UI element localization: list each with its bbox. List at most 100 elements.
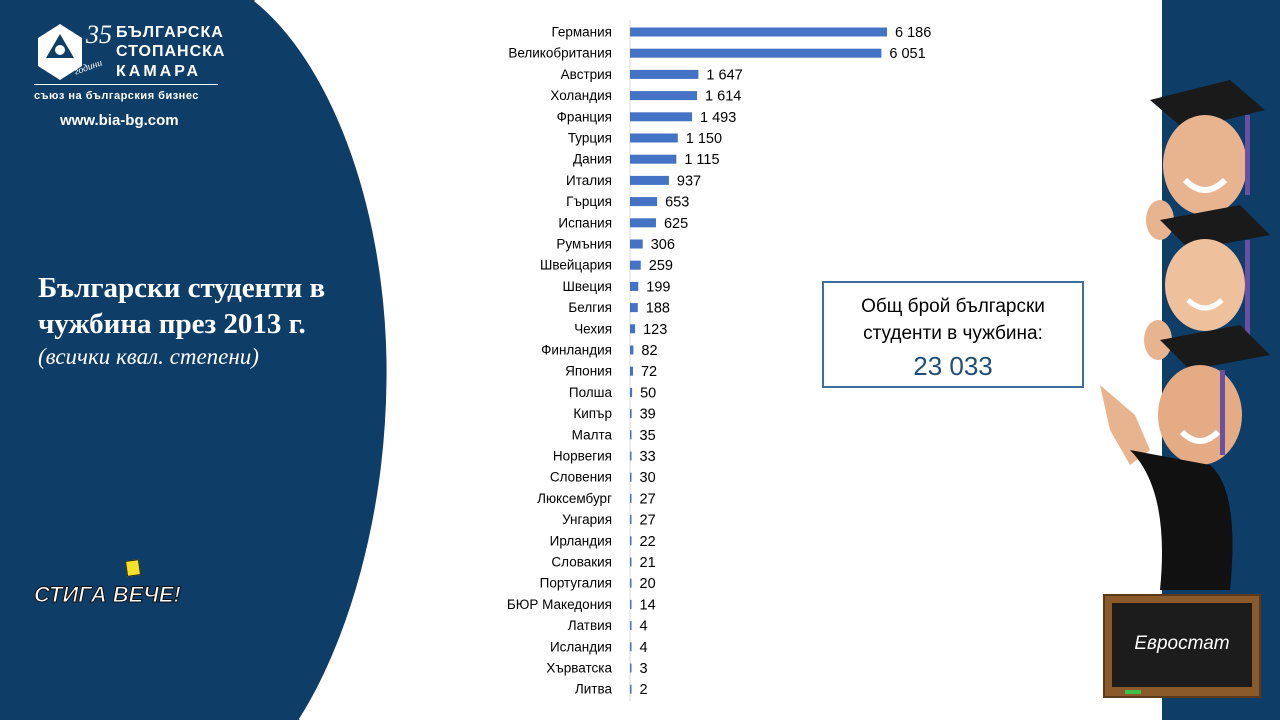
category-label: Словения <box>550 470 612 485</box>
value-label: 21 <box>640 555 656 571</box>
category-label: Исландия <box>550 639 612 654</box>
bar <box>630 91 698 101</box>
value-label: 3 <box>640 661 648 677</box>
chalk-icon <box>1125 690 1141 694</box>
bar <box>630 515 632 525</box>
category-label: Норвегия <box>553 449 612 464</box>
value-label: 39 <box>640 407 656 423</box>
value-label: 4 <box>640 619 648 635</box>
campaign-logo: СТИГА ВЕЧЕ! <box>34 582 182 608</box>
bar <box>630 175 669 185</box>
category-label: Белгия <box>568 300 612 315</box>
bar <box>630 154 677 164</box>
slide-title: Български студенти в чужбина през 2013 г… <box>38 272 326 340</box>
category-label: Люксембург <box>537 491 612 506</box>
bar <box>630 48 882 58</box>
bar <box>630 599 632 609</box>
logo-divider <box>34 84 218 85</box>
value-label: 2 <box>640 682 648 698</box>
value-label: 199 <box>646 279 670 295</box>
value-label: 6 051 <box>889 46 925 62</box>
value-label: 123 <box>643 322 667 338</box>
bar <box>630 69 699 79</box>
value-label: 306 <box>651 237 675 253</box>
category-label: Испания <box>558 215 612 230</box>
value-label: 1 150 <box>686 131 722 147</box>
category-label: Латвия <box>568 618 612 633</box>
bar <box>630 303 638 313</box>
category-label: Ирландия <box>550 533 612 548</box>
bar <box>630 324 636 334</box>
value-label: 1 493 <box>700 110 736 126</box>
bar <box>630 663 632 673</box>
value-label: 27 <box>640 491 656 507</box>
slide-title-block: Български студенти в чужбина през 2013 г… <box>38 270 388 372</box>
category-label: Дания <box>573 152 612 167</box>
value-label: 14 <box>640 597 656 613</box>
value-label: 50 <box>640 385 656 401</box>
value-label: 1 647 <box>706 67 742 83</box>
value-label: 259 <box>649 258 673 274</box>
category-label: Австрия <box>561 67 612 82</box>
bar <box>630 684 632 694</box>
category-label: Унгария <box>562 512 612 527</box>
bar <box>630 536 632 546</box>
category-label: БЮР Македония <box>507 597 612 612</box>
value-label: 4 <box>640 640 648 656</box>
value-label: 35 <box>640 428 656 444</box>
logo-line-3: КАМАРА <box>116 63 202 80</box>
bar <box>630 493 632 503</box>
category-label: Швеция <box>563 279 613 294</box>
category-label: Холандия <box>550 88 612 103</box>
bar <box>630 197 658 207</box>
category-label: Полша <box>569 385 613 400</box>
bar <box>630 578 632 588</box>
bar <box>630 27 887 37</box>
category-label: Чехия <box>574 321 612 336</box>
slide-subtitle: (всички квал. степени) <box>38 344 259 369</box>
category-label: Великобритания <box>508 46 612 61</box>
category-label: Япония <box>565 364 612 379</box>
yellow-card-icon <box>124 559 142 577</box>
logo-emblem-icon <box>38 24 82 80</box>
category-label: Франция <box>557 109 612 124</box>
category-label: Италия <box>566 173 612 188</box>
value-label: 27 <box>640 513 656 529</box>
category-label: Румъния <box>556 237 612 252</box>
value-label: 937 <box>677 173 701 189</box>
bar <box>630 345 634 355</box>
value-label: 33 <box>640 449 656 465</box>
left-navy-panel <box>0 0 390 720</box>
bar <box>630 281 639 291</box>
value-label: 20 <box>640 576 656 592</box>
bar <box>630 409 632 419</box>
value-label: 188 <box>646 301 670 317</box>
bar <box>630 472 632 482</box>
value-label: 22 <box>640 534 656 550</box>
value-label: 1 614 <box>705 89 741 105</box>
source-label: Евростат <box>1134 633 1230 654</box>
category-label: Турция <box>568 131 612 146</box>
category-label: Германия <box>551 25 612 40</box>
bar <box>630 366 633 376</box>
category-label: Словакия <box>551 555 612 570</box>
value-label: 30 <box>640 470 656 486</box>
category-label: Гърция <box>566 194 612 209</box>
category-label: Хърватска <box>546 661 612 676</box>
bar <box>630 621 632 631</box>
bar <box>630 112 693 122</box>
category-label: Швейцария <box>540 258 612 273</box>
bcci-logo[interactable]: 35 години БЪЛГАРСКА СТОПАНСКА КАМАРА съю… <box>34 20 224 130</box>
blackboard-surface: Евростат <box>1112 603 1252 687</box>
value-label: 625 <box>664 216 688 232</box>
bar <box>630 430 632 440</box>
bar <box>630 133 678 143</box>
value-label: 72 <box>641 364 657 380</box>
category-label: Финландия <box>541 343 612 358</box>
value-label: 1 115 <box>684 152 719 168</box>
bar <box>630 239 643 249</box>
category-label: Португалия <box>540 576 612 591</box>
bar <box>630 642 632 652</box>
logo-anniversary-number: 35 <box>86 20 112 49</box>
website-link[interactable]: www.bia-bg.com <box>60 112 179 129</box>
